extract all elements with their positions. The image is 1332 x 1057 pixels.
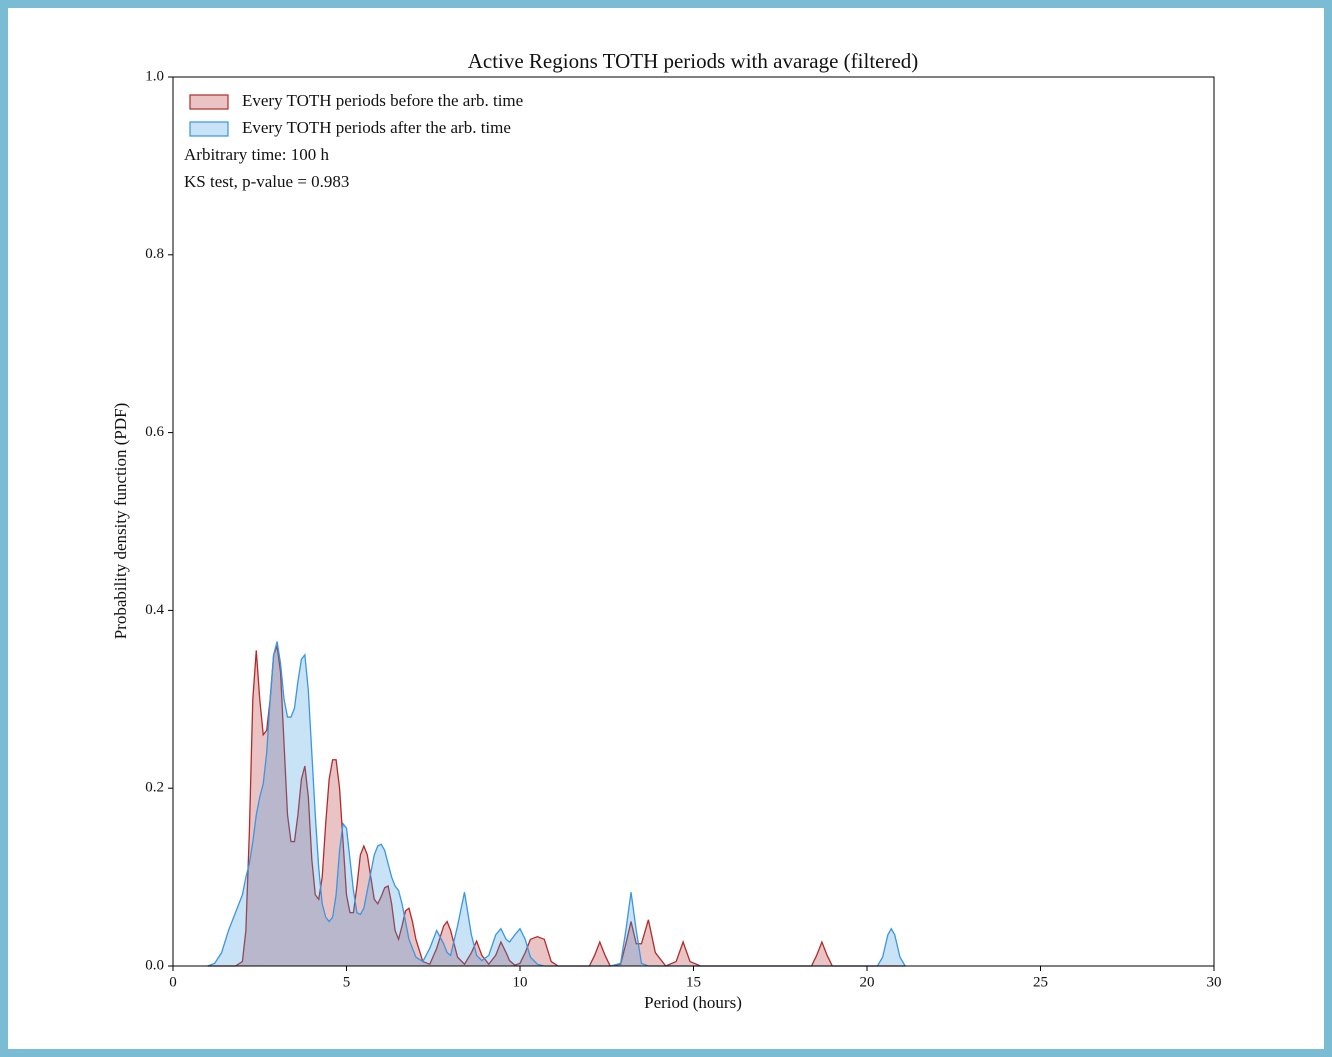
x-axis-label: Period (hours) — [644, 993, 742, 1012]
y-axis-label: Probability density function (PDF) — [111, 403, 130, 640]
x-tick-label: 5 — [343, 974, 351, 990]
x-tick-label: 0 — [169, 974, 177, 990]
density-area — [207, 641, 906, 966]
y-tick-label: 0.8 — [145, 246, 164, 262]
y-tick-label: 1.0 — [145, 68, 164, 84]
legend-swatch — [189, 121, 229, 137]
x-tick-label: 25 — [1033, 974, 1048, 990]
density-area — [207, 645, 906, 966]
y-tick-label: 0.0 — [145, 957, 164, 973]
x-tick-label: 20 — [860, 974, 875, 990]
x-tick-label: 10 — [513, 974, 528, 990]
x-tick-label: 15 — [686, 974, 701, 990]
y-tick-label: 0.6 — [145, 424, 164, 440]
x-tick-label: 30 — [1207, 974, 1222, 990]
legend-label: Every TOTH periods before the arb. time — [242, 91, 523, 110]
annotation: KS test, p-value = 0.983 — [184, 172, 349, 191]
legend-swatch — [189, 94, 229, 110]
y-tick-label: 0.4 — [145, 602, 164, 618]
density-line — [207, 645, 906, 967]
annotation: Arbitrary time: 100 h — [184, 145, 329, 164]
legend-label: Every TOTH periods after the arb. time — [242, 118, 511, 137]
y-tick-label: 0.2 — [145, 780, 164, 796]
chart-title: Active Regions TOTH periods with avarage… — [468, 49, 919, 73]
